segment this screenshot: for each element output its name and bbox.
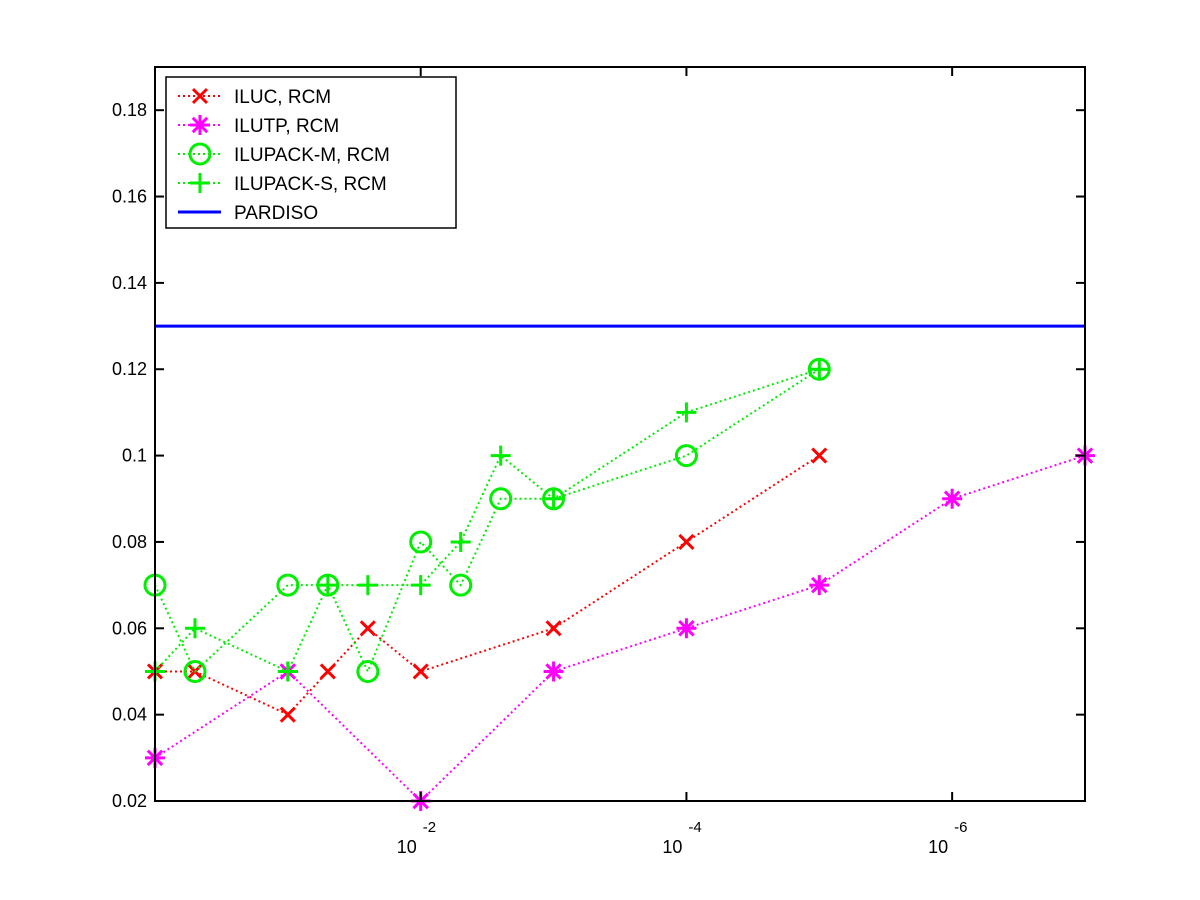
data-point bbox=[545, 620, 562, 637]
x-marker bbox=[319, 663, 336, 680]
data-point bbox=[674, 444, 698, 468]
plus-marker bbox=[543, 488, 564, 509]
x-tick-label-exponent: -6 bbox=[954, 819, 967, 836]
legend-item: PARDISO bbox=[178, 203, 318, 224]
legend-item: ILUPACK-M, RCM bbox=[178, 142, 390, 166]
plus-marker bbox=[410, 575, 431, 596]
y-tick-label: 0.1 bbox=[122, 446, 147, 466]
data-point bbox=[356, 659, 380, 683]
asterisk-marker bbox=[809, 575, 830, 596]
data-point bbox=[676, 618, 697, 639]
data-point bbox=[449, 573, 473, 597]
legend-box bbox=[165, 76, 457, 229]
data-point bbox=[409, 530, 433, 554]
plus-marker bbox=[277, 661, 298, 682]
data-point bbox=[410, 575, 431, 596]
plus-marker bbox=[490, 445, 511, 466]
data-point bbox=[489, 487, 513, 511]
circle-marker bbox=[188, 142, 212, 166]
data-point bbox=[277, 661, 298, 682]
legend-item: ILUC, RCM bbox=[178, 87, 331, 108]
plus-marker bbox=[676, 402, 697, 423]
asterisk-marker bbox=[190, 115, 210, 135]
circle-marker bbox=[183, 659, 207, 683]
circle-marker bbox=[489, 487, 513, 511]
x-tick-label-exponent: -4 bbox=[688, 819, 701, 836]
x-marker bbox=[279, 706, 296, 723]
plus-marker bbox=[809, 359, 830, 380]
asterisk-marker bbox=[676, 618, 697, 639]
legend-label: ILUTP, RCM bbox=[234, 116, 339, 137]
legend-label: ILUPACK-M, RCM bbox=[234, 145, 390, 166]
data-point bbox=[319, 663, 336, 680]
x-marker bbox=[678, 533, 695, 551]
axes-frame bbox=[154, 66, 1086, 802]
y-tick-label: 0.06 bbox=[112, 618, 147, 638]
data-point bbox=[357, 575, 378, 596]
x-tick-label-exponent: -2 bbox=[423, 819, 436, 836]
y-tick-label: 0.16 bbox=[112, 187, 147, 207]
data-point bbox=[184, 618, 205, 639]
plus-marker bbox=[190, 173, 210, 193]
data-point bbox=[676, 402, 697, 423]
y-tick-label: 0.04 bbox=[112, 705, 147, 725]
asterisk-marker bbox=[942, 488, 963, 509]
x-tick-label-base: 10 bbox=[662, 837, 682, 857]
data-point bbox=[183, 659, 207, 683]
data-point bbox=[543, 661, 564, 682]
data-point bbox=[811, 447, 828, 464]
series-line bbox=[154, 454, 1086, 803]
x-tick-label-base: 10 bbox=[397, 837, 417, 857]
y-tick-label: 0.02 bbox=[112, 791, 147, 811]
data-point bbox=[359, 620, 376, 637]
asterisk-marker bbox=[543, 661, 564, 682]
data-point bbox=[279, 706, 296, 723]
data-point bbox=[317, 575, 338, 596]
plus-marker bbox=[357, 575, 378, 596]
data-point bbox=[942, 488, 963, 509]
circle-marker bbox=[356, 659, 380, 683]
plus-marker bbox=[317, 575, 338, 596]
legend: ILUC, RCM ILUTP, RCM ILUPACK-M, RCM ILUPACK… bbox=[165, 76, 457, 229]
data-point bbox=[450, 531, 471, 552]
x-tick-label-base: 10 bbox=[928, 837, 948, 857]
x-marker bbox=[811, 447, 828, 464]
y-tick-label: 0.12 bbox=[112, 359, 147, 379]
circle-marker bbox=[674, 444, 698, 468]
data-point bbox=[490, 445, 511, 466]
legend-label: PARDISO bbox=[234, 203, 318, 224]
data-point bbox=[809, 575, 830, 596]
series-line bbox=[154, 368, 820, 675]
data-point bbox=[678, 533, 695, 551]
data-point bbox=[543, 488, 564, 509]
data-point bbox=[412, 663, 429, 680]
data-point bbox=[276, 573, 300, 597]
legend-item: ILUPACK-S, RCM bbox=[178, 173, 387, 195]
plus-marker bbox=[450, 531, 471, 552]
x-marker bbox=[412, 663, 429, 680]
y-tick-label: 0.14 bbox=[112, 273, 147, 293]
series-ilupack-s-rcm bbox=[145, 359, 830, 682]
x-marker bbox=[545, 620, 562, 637]
circle-marker bbox=[276, 573, 300, 597]
plus-marker bbox=[184, 618, 205, 639]
x-marker bbox=[359, 620, 376, 637]
y-tick-label: 0.08 bbox=[112, 532, 147, 552]
circle-marker bbox=[409, 530, 433, 554]
legend-item: ILUTP, RCM bbox=[178, 115, 339, 137]
legend-label: ILUC, RCM bbox=[234, 87, 331, 108]
circle-marker bbox=[449, 573, 473, 597]
data-point bbox=[809, 359, 830, 380]
legend-label: ILUPACK-S, RCM bbox=[234, 174, 387, 195]
y-tick-label: 0.18 bbox=[112, 100, 147, 120]
x-marker bbox=[191, 87, 209, 105]
axes-layer: 0.02 0.04 0.06 0.08 0.1 0.12 0.14 0.16 0.18 10 -2 1… bbox=[112, 66, 1086, 857]
